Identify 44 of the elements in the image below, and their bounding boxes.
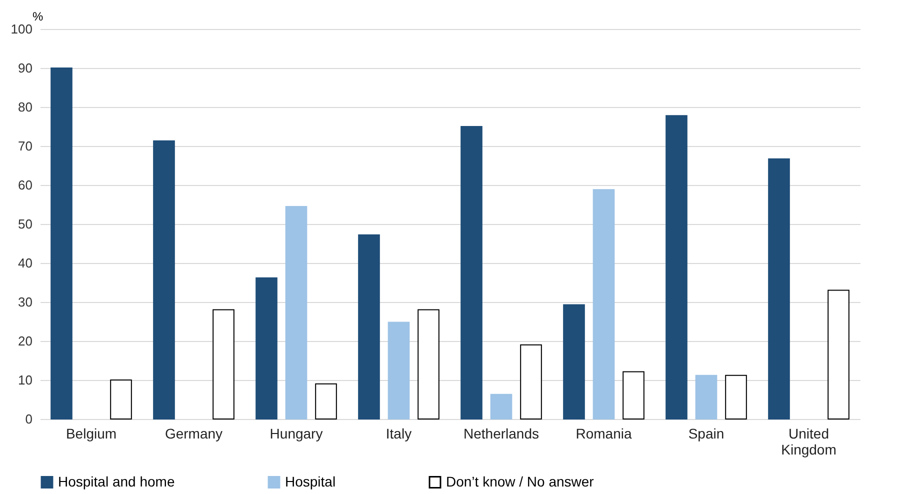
bar xyxy=(315,383,337,420)
bar xyxy=(520,344,542,420)
legend-label: Hospital xyxy=(285,473,336,490)
y-tick-label: 10 xyxy=(18,372,32,388)
bar xyxy=(490,394,512,420)
bar xyxy=(563,304,585,420)
x-tick-label: United Kingdom xyxy=(781,426,836,458)
bar xyxy=(666,115,688,420)
bar xyxy=(153,140,175,420)
bar xyxy=(285,206,308,420)
y-tick-label: 60 xyxy=(18,178,32,192)
y-tick-label: 0 xyxy=(25,412,32,426)
y-tick-label: 80 xyxy=(18,100,32,114)
bar xyxy=(622,371,644,420)
legend-label: Don’t know / No answer xyxy=(446,473,594,490)
y-tick-label: 50 xyxy=(18,216,32,232)
y-tick-label: 90 xyxy=(18,60,32,76)
legend-label: Hospital and home xyxy=(58,473,175,490)
x-tick-label: Hungary xyxy=(270,426,323,442)
x-tick-label: Italy xyxy=(386,426,412,442)
y-tick-label: 20 xyxy=(18,334,32,348)
y-axis-title: % xyxy=(32,10,44,24)
x-tick-label: Netherlands xyxy=(464,426,539,442)
y-tick-label: 70 xyxy=(18,138,32,154)
x-tick-label: Spain xyxy=(688,426,724,442)
bar xyxy=(695,374,718,420)
x-tick-label: Germany xyxy=(164,426,223,442)
y-tick-label: 100 xyxy=(10,22,32,36)
x-tick-label: Belgium xyxy=(66,426,117,442)
bar xyxy=(418,309,440,420)
y-tick-label: 30 xyxy=(18,294,32,310)
bar xyxy=(592,189,615,420)
bar xyxy=(828,290,850,420)
bar xyxy=(358,234,380,420)
x-tick-label: Romania xyxy=(576,426,632,442)
y-tick-label: 40 xyxy=(18,256,32,270)
bar xyxy=(725,374,747,420)
bar xyxy=(460,126,482,420)
bar xyxy=(212,309,234,420)
bar xyxy=(388,322,410,420)
bar xyxy=(256,277,278,420)
bar xyxy=(50,68,72,420)
bar xyxy=(110,380,132,420)
bar xyxy=(768,158,790,420)
